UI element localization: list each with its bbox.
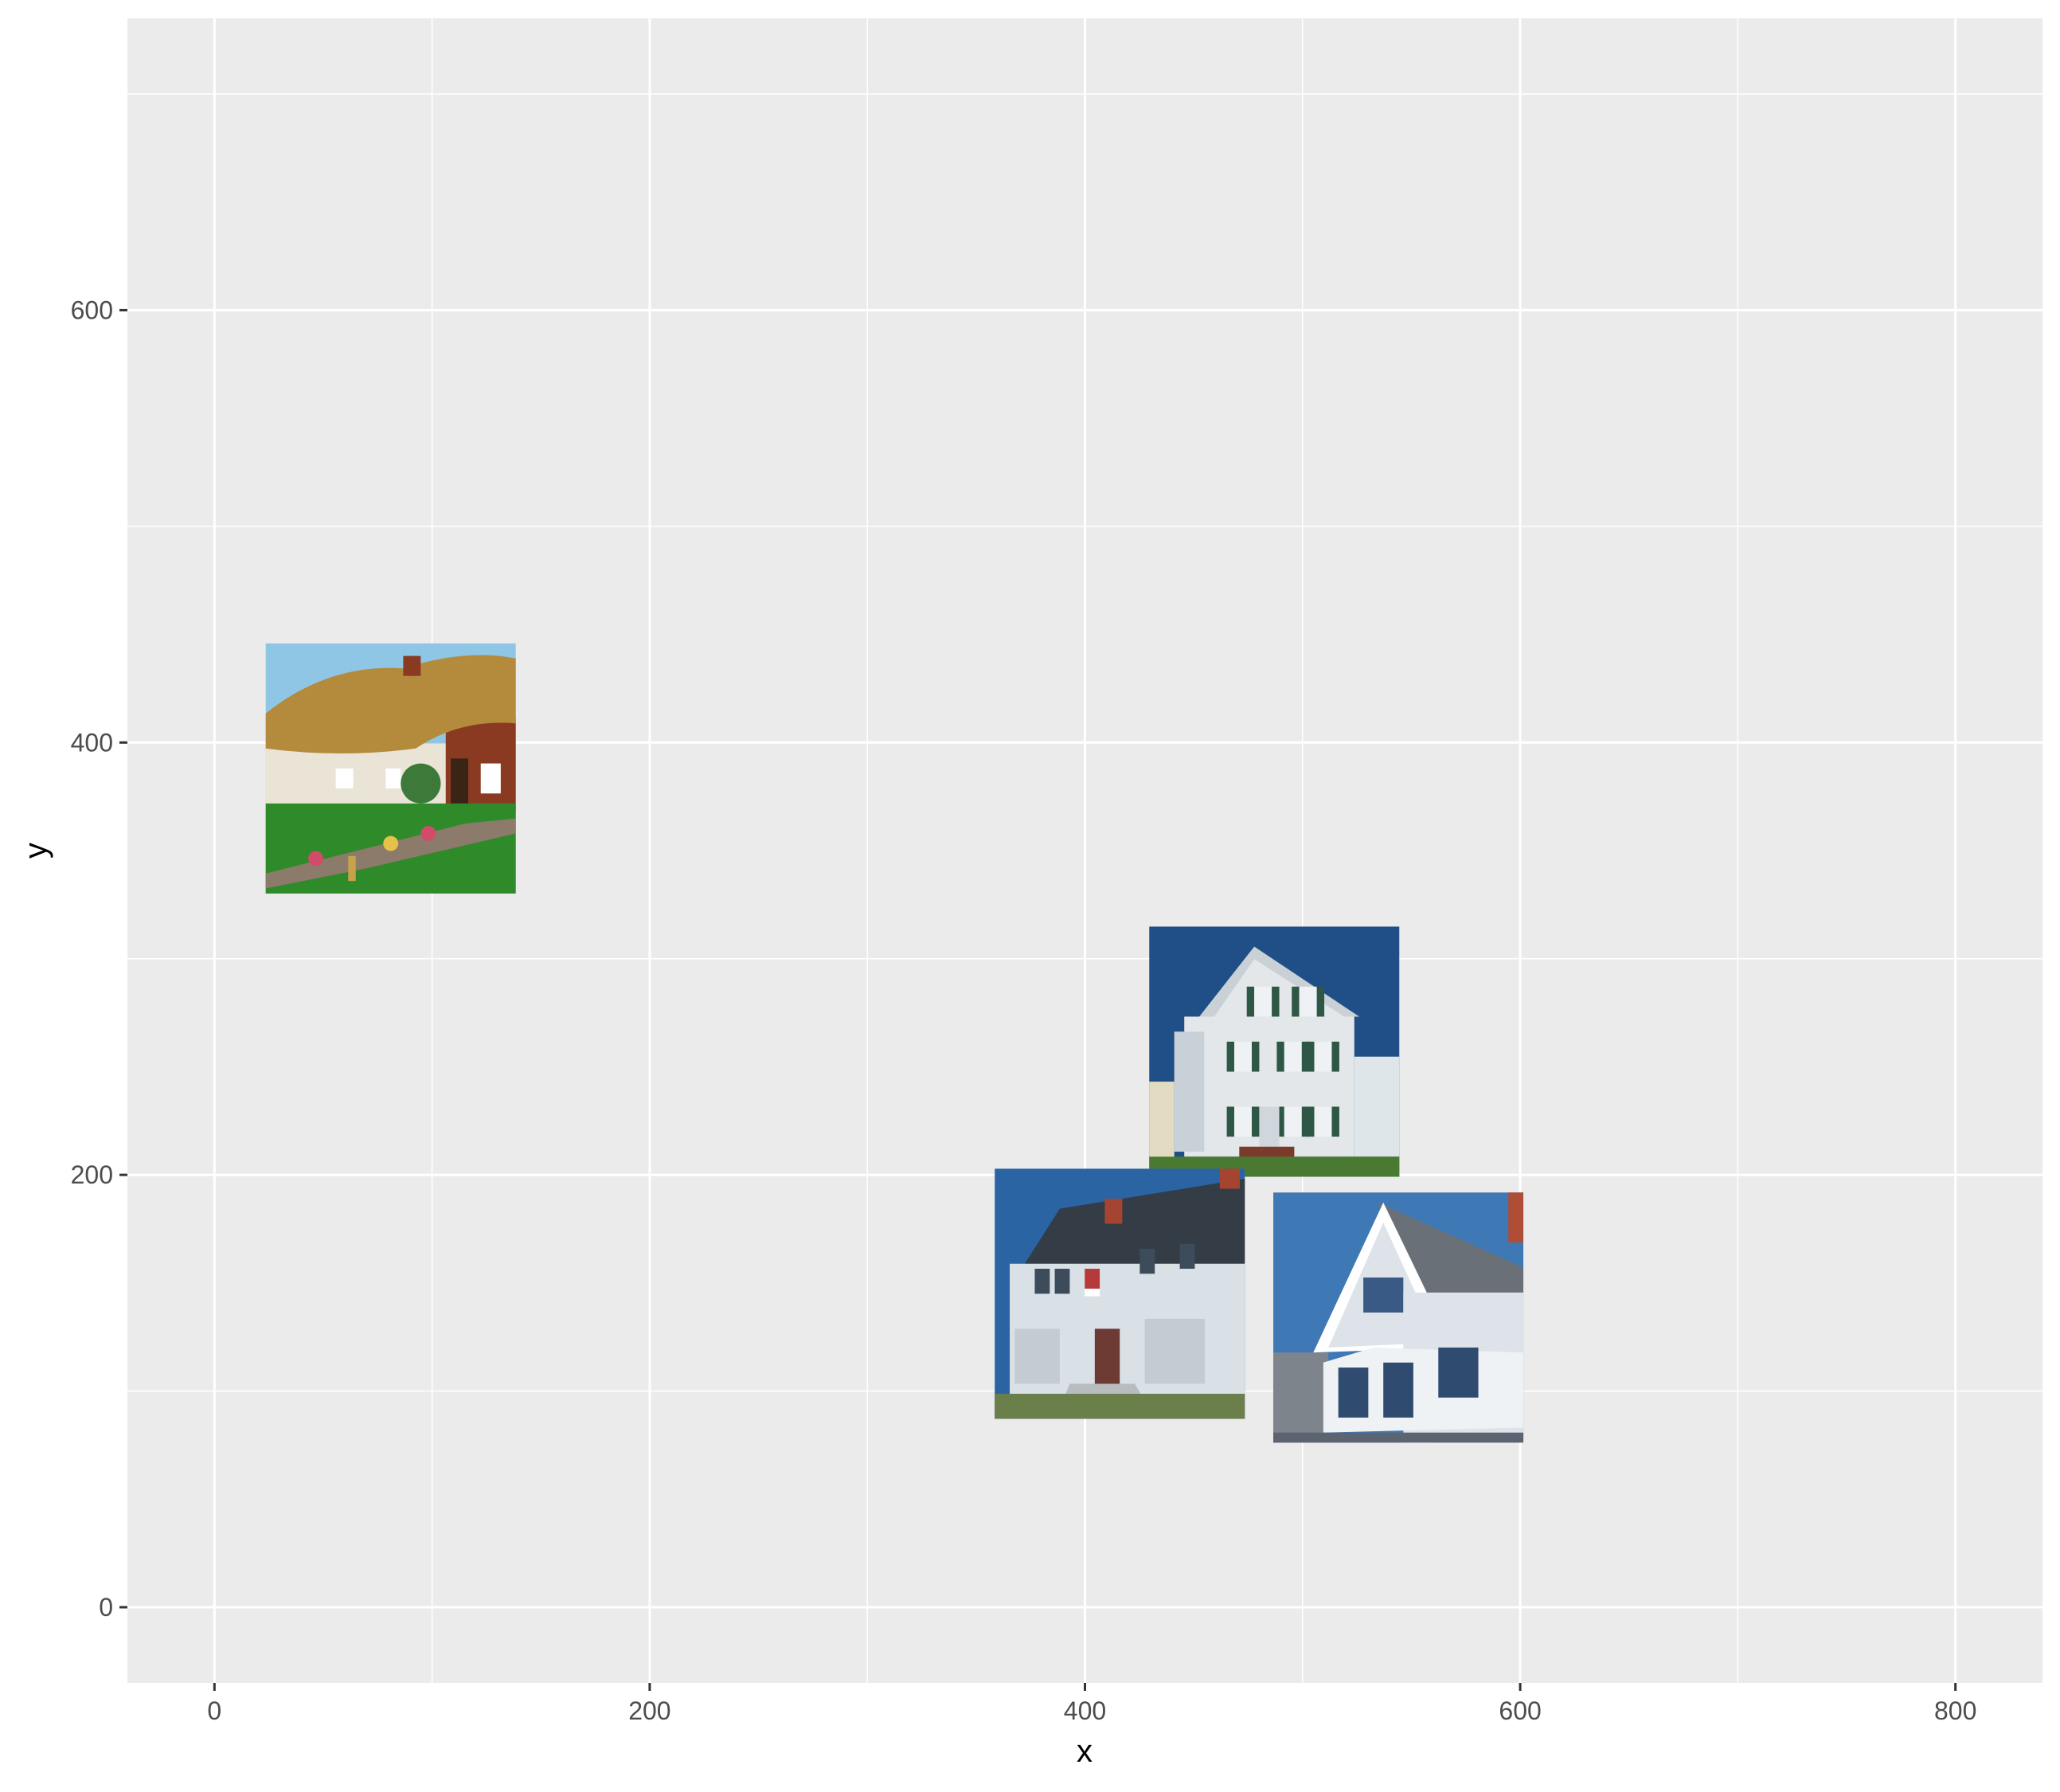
- x-axis: 0 200 400 600 800: [207, 1683, 1976, 1725]
- y-tick-label: 600: [71, 295, 113, 324]
- x-axis-title: x: [1077, 1734, 1093, 1769]
- x-tick-label: 800: [1934, 1696, 1976, 1725]
- thatched-cottage-photo: [265, 643, 516, 894]
- y-axis: 0 200 400 600: [71, 295, 127, 1622]
- x-tick-label: 600: [1499, 1696, 1541, 1725]
- x-tick-label: 200: [628, 1696, 670, 1725]
- points-layer: [265, 643, 1524, 1443]
- x-tick-label: 400: [1064, 1696, 1106, 1725]
- y-tick-label: 200: [71, 1160, 113, 1189]
- y-axis-title: y: [18, 843, 53, 859]
- gable-house-bay-window-photo: [1273, 1192, 1524, 1443]
- white-house-green-shutters-photo: [1149, 926, 1400, 1177]
- x-tick-label: 0: [207, 1696, 221, 1725]
- y-tick-label: 0: [99, 1593, 113, 1622]
- y-tick-label: 400: [71, 728, 113, 757]
- colonial-house-flag-photo: [995, 1168, 1245, 1419]
